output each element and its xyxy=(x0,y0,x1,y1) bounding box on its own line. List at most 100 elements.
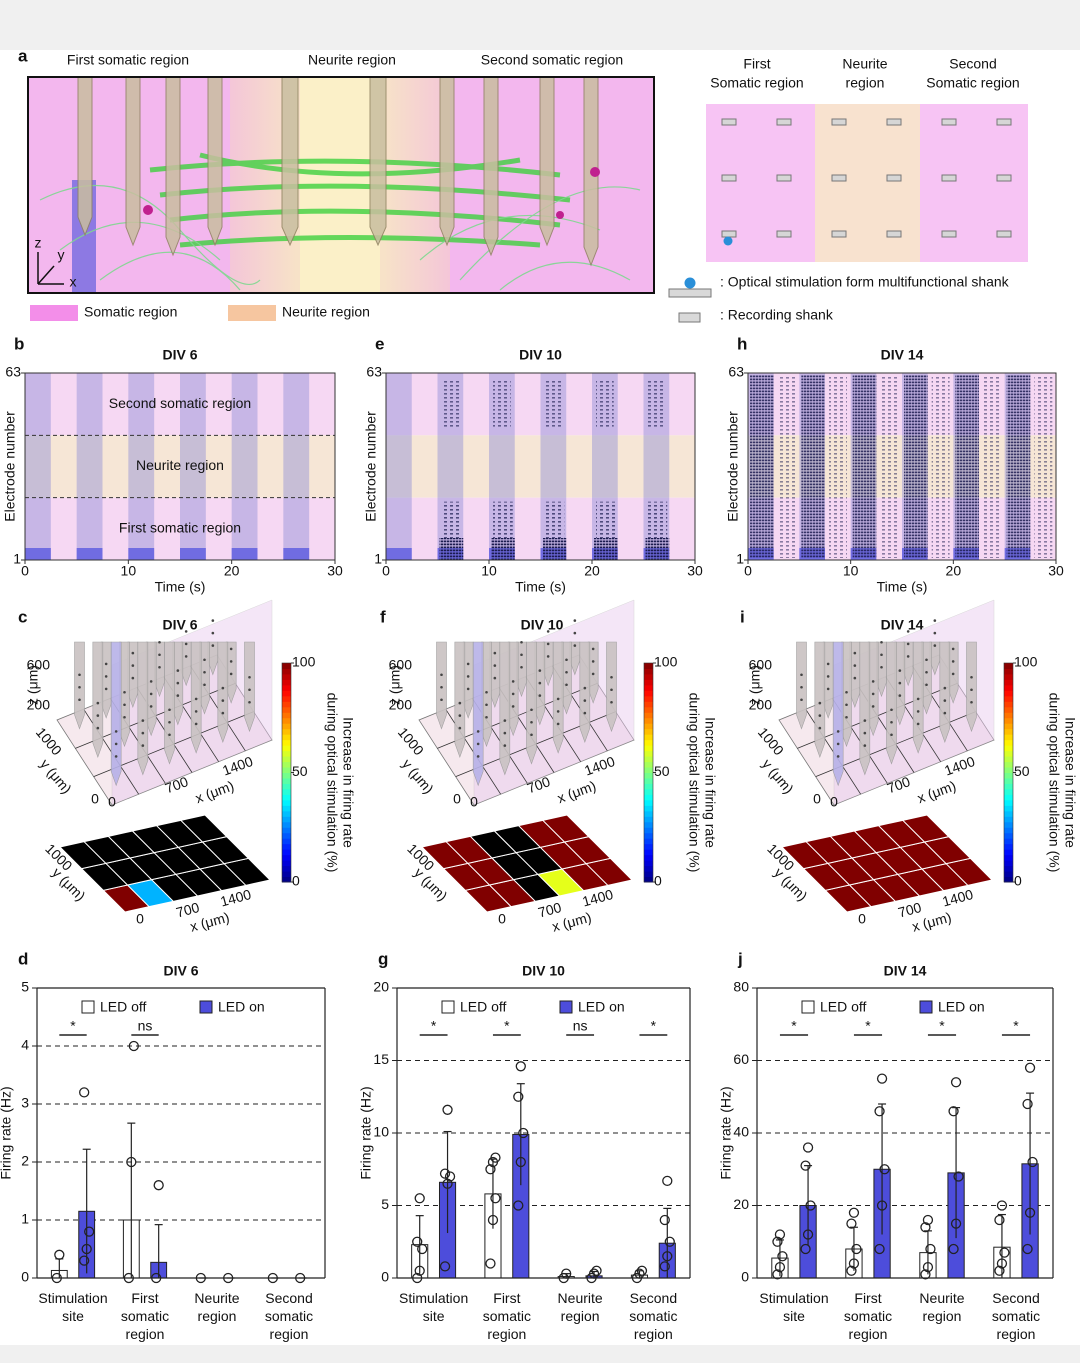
z-axis-label: z (μm) xyxy=(747,665,763,705)
schematic-legend: : Optical stimulation form multifunction… xyxy=(720,274,1010,290)
shank xyxy=(996,118,1012,126)
data-point xyxy=(414,1193,425,1204)
spike-texture xyxy=(1006,375,1031,558)
y-tick-label: 4 xyxy=(21,1037,29,1053)
electrode-dot xyxy=(610,688,613,692)
data-point xyxy=(662,1175,673,1186)
colorbar-step xyxy=(282,706,291,713)
electrode-dot xyxy=(530,733,533,737)
spike-texture xyxy=(955,375,979,558)
shank xyxy=(552,641,564,754)
electrode-dot xyxy=(485,690,488,694)
colorbar-step xyxy=(282,805,291,812)
x-tick-label: 0 xyxy=(744,563,752,579)
colorbar-step xyxy=(282,810,291,817)
electrode-dot xyxy=(511,680,515,683)
electrode-dot xyxy=(943,711,947,715)
colorbar-step xyxy=(644,706,653,713)
schematic-title: Somatic region xyxy=(710,75,803,91)
colorbar-step xyxy=(644,767,653,773)
schematic-title: Somatic region xyxy=(926,75,1019,91)
x-tick-label: 0 xyxy=(498,911,506,927)
spike-texture xyxy=(750,375,774,558)
region-band xyxy=(386,373,695,436)
electrode-dot xyxy=(158,653,161,657)
colorbar-step xyxy=(644,832,653,839)
electrode-dot xyxy=(845,715,848,719)
data-point xyxy=(79,1255,90,1266)
x-tick-label: Neurite region xyxy=(919,1290,964,1324)
shank xyxy=(941,174,957,182)
panel-title: DIV 14 xyxy=(881,347,924,363)
colorbar-step xyxy=(282,673,291,680)
data-point xyxy=(848,1207,860,1218)
spike-texture xyxy=(493,501,513,538)
colorbar-step xyxy=(282,821,291,828)
region-label: Neurite region xyxy=(136,457,224,473)
electrode-dot xyxy=(871,692,875,696)
electrode-dot xyxy=(149,692,153,696)
colorbar-step xyxy=(282,723,291,730)
y-tick-label: 1 xyxy=(374,551,382,567)
colorbar-step xyxy=(644,723,653,730)
z-tick-label: 200 xyxy=(749,697,773,713)
data-point xyxy=(772,1269,783,1280)
electrode-dot xyxy=(131,676,135,680)
y-tick-label: 0 xyxy=(741,1269,749,1285)
data-point xyxy=(513,1091,524,1102)
spike-texture xyxy=(544,379,563,428)
legend-label: LED on xyxy=(218,999,265,1015)
significance-label: * xyxy=(431,1018,437,1034)
plot-frame xyxy=(24,372,336,561)
electrode-dot xyxy=(826,687,830,691)
shank xyxy=(137,641,149,776)
data-point xyxy=(128,1040,139,1052)
colorbar-step xyxy=(644,690,653,697)
electrode-dot xyxy=(800,698,803,702)
electrode-dot xyxy=(538,681,542,685)
spike-texture xyxy=(441,379,460,428)
colorbar-step xyxy=(282,695,291,702)
legend-swatch xyxy=(441,1000,455,1014)
data-point xyxy=(84,1226,95,1237)
colorbar-step xyxy=(282,854,291,861)
data-point xyxy=(920,1269,931,1280)
electrode-dot xyxy=(211,631,215,635)
data-point xyxy=(802,1142,814,1153)
chart-title: DIV 10 xyxy=(522,963,565,979)
stim-period xyxy=(283,373,310,560)
colorbar-step xyxy=(1004,734,1013,741)
colorbar-step xyxy=(282,816,291,823)
spike-texture xyxy=(829,375,847,558)
data-point xyxy=(1022,1243,1033,1255)
electrode-dot xyxy=(970,688,973,692)
electrode-dot xyxy=(114,730,118,733)
colorbar-step xyxy=(282,865,291,872)
data-point xyxy=(81,1243,92,1255)
spike-texture xyxy=(852,375,877,558)
electrode-dot xyxy=(530,708,533,712)
spike-texture xyxy=(904,375,928,558)
colorbar-step xyxy=(282,827,291,834)
electrode-dot xyxy=(970,675,973,679)
data-point xyxy=(848,1258,860,1269)
colorbar-step xyxy=(1004,673,1013,680)
spike-texture xyxy=(596,501,616,538)
region-title: First somatic region xyxy=(67,52,189,68)
spike-texture xyxy=(544,501,565,538)
x-tick-label: First somatic region xyxy=(483,1290,531,1342)
electrode-dot xyxy=(898,669,902,672)
legend-swatch xyxy=(199,1000,213,1014)
colorbar-step xyxy=(282,876,291,883)
colorbar-step xyxy=(1004,860,1013,867)
heatmap-cell xyxy=(179,814,228,843)
electrode-dot xyxy=(573,631,577,635)
electrode-dot xyxy=(493,676,497,680)
legend-label: LED on xyxy=(578,999,625,1015)
colorbar-step xyxy=(644,876,653,883)
electrode-dot xyxy=(898,694,902,697)
colorbar-step xyxy=(644,728,653,735)
x-tick-label: 0 xyxy=(470,794,478,810)
electrode-dot xyxy=(168,708,171,712)
electrode-dot xyxy=(565,658,568,662)
